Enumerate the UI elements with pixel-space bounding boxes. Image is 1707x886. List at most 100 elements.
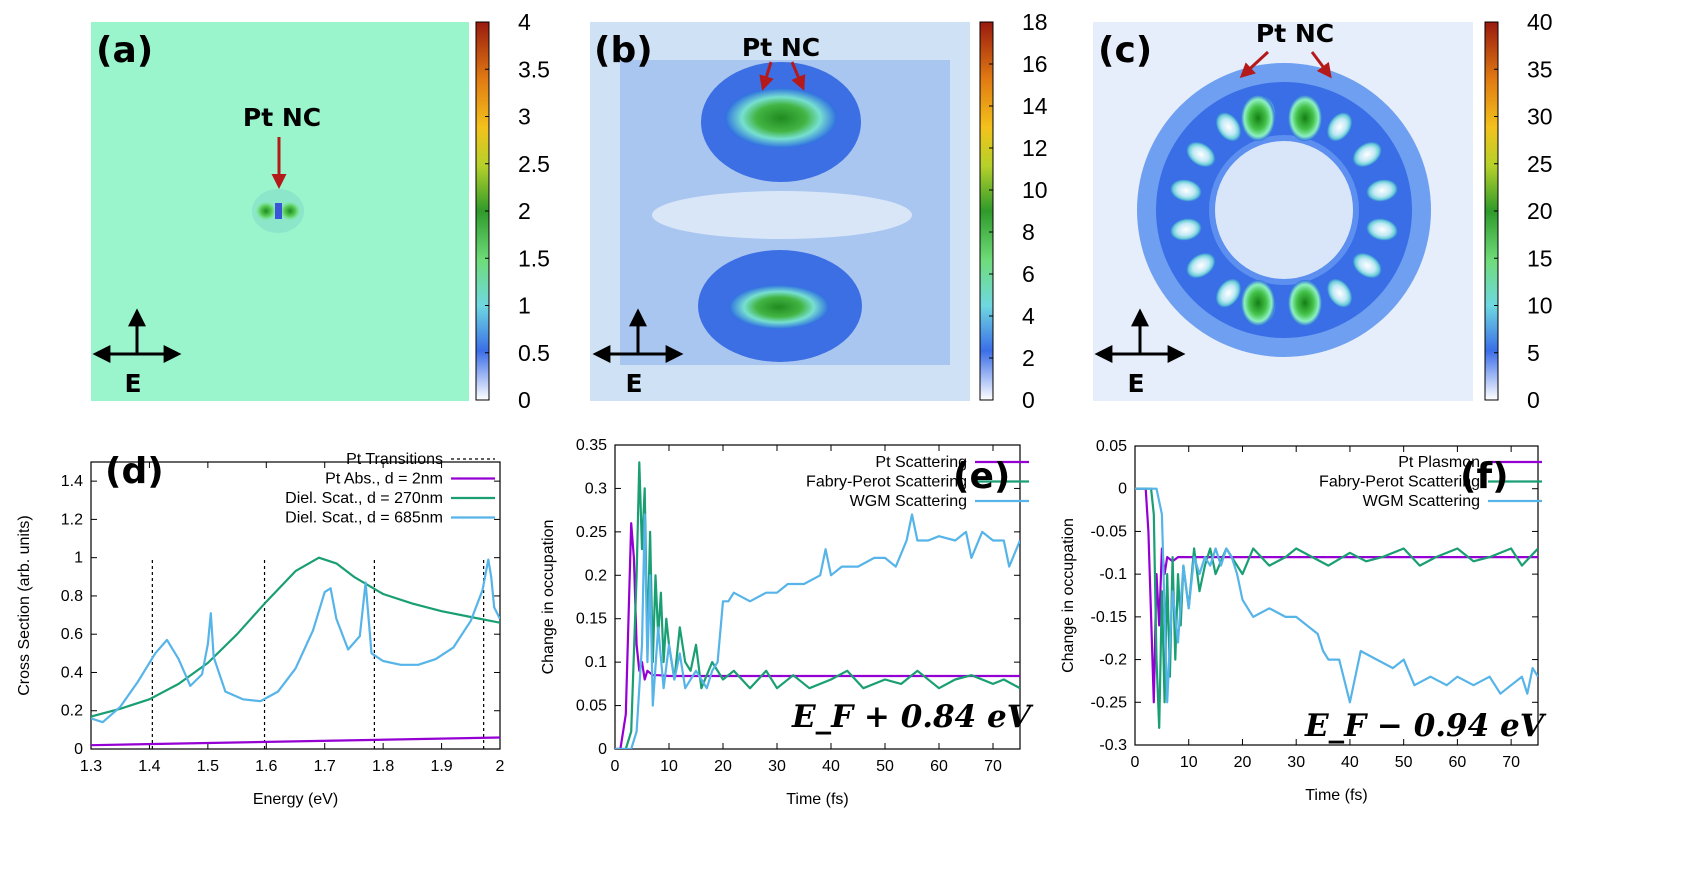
pt-nc-arrow-b-right [790, 61, 806, 91]
y-tick-label: 1 [74, 550, 83, 567]
pt-nc-arrow-b-left [759, 61, 774, 91]
colorbar-tick-label: 12 [1022, 135, 1048, 161]
series-line [91, 736, 500, 747]
map-a-dipole-lobe-right [278, 200, 302, 222]
colorbar-tick-label: 8 [1022, 219, 1035, 245]
legend-entry-label: WGM Scattering [1363, 493, 1480, 510]
x-tick-label: 40 [1341, 754, 1359, 771]
legend: Pt Scattering Fabry-Perot Scattering WGM S… [806, 454, 1029, 510]
plot-f: 0 10 20 30 40 50 60 70 -0.3 -0.25 -0.2 -0.15 -0.1 -0.… [1060, 438, 1547, 804]
y-tick-label: 0.3 [585, 480, 607, 497]
ring-cell [1352, 141, 1382, 168]
colorbar-tick-label: 2 [1022, 345, 1035, 371]
fermi-energy-annotation: E_F − 0.94 eV [1304, 708, 1547, 744]
ring-cell [1352, 252, 1382, 279]
map-c-ring-inner [1209, 135, 1359, 285]
colorbar-tick-label: 5 [1527, 340, 1540, 366]
y-tick-label: -0.15 [1091, 609, 1128, 626]
plot-frame [1134, 445, 1539, 746]
map-c-bottom-lobe-right [1288, 280, 1322, 326]
x-tick-label: 0 [611, 758, 620, 775]
colorbar-tick-label: 3 [518, 104, 531, 130]
y-tick-label: 0.2 [585, 567, 607, 584]
y-tick-label: 1.4 [61, 473, 83, 490]
y-tick-label: 0 [1118, 481, 1127, 498]
colorbar-tick-label: 16 [1022, 51, 1048, 77]
x-axis-label: Time (fs) [786, 791, 849, 808]
plot-frame [90, 461, 501, 750]
colorbar-tick-label: 25 [1527, 151, 1553, 177]
x-tick-label: 0 [1131, 754, 1140, 771]
ring-cell [1170, 179, 1202, 202]
x-tick-label: 1.5 [197, 758, 219, 775]
colorbar-ticks-b: 18 16 14 12 10 8 6 4 2 0 [989, 9, 1048, 413]
colorbar-tick-label: 0.5 [518, 340, 550, 366]
y-tick-label: -0.1 [1099, 566, 1127, 583]
map-c-top-lobe-right [1288, 95, 1322, 141]
colorbar-tick-label: 0 [1022, 387, 1035, 413]
ring-cell [1215, 278, 1242, 308]
colorbar-tick-label: 2.5 [518, 151, 550, 177]
x-tick-label: 20 [1234, 754, 1252, 771]
x-tick-label: 20 [714, 758, 732, 775]
y-axis-label: Cross Section (arb. units) [16, 515, 33, 696]
panel-label: (e) [953, 456, 1010, 497]
pt-nc-label-b: Pt NC [742, 33, 820, 62]
map-b-upper-lobe [725, 88, 837, 148]
field-map-c: (c) Pt NC E 40 35 30 25 20 15 10 5 0 [1093, 9, 1553, 413]
colorbar-tick-label: 6 [1022, 261, 1035, 287]
series-line [615, 513, 1020, 749]
panel-label-a: (a) [96, 30, 153, 71]
y-tick-label: -0.2 [1099, 652, 1127, 669]
ring-cell [1326, 112, 1353, 142]
plot-data [1135, 487, 1538, 730]
plot-frame [614, 444, 1021, 750]
colorbar-tick-label: 15 [1527, 245, 1553, 271]
x-tick-label: 1.3 [80, 758, 102, 775]
pt-nc-label-a: Pt NC [243, 103, 321, 132]
ring-cell [1215, 112, 1242, 142]
y-tick-label: 0.8 [61, 588, 83, 605]
field-map-b: (b) Pt NC E 18 16 14 12 10 8 6 4 2 0 [590, 9, 1048, 413]
colorbar-tick-label: 35 [1527, 56, 1553, 82]
colorbar-tick-label: 0 [518, 387, 531, 413]
x-tick-label: 10 [660, 758, 678, 775]
x-tick-label: 1.8 [372, 758, 394, 775]
colorbar-tick-label: 3.5 [518, 56, 550, 82]
colorbar-tick-label: 1 [518, 293, 531, 319]
x-tick-label: 1.4 [138, 758, 160, 775]
panel-label: (f) [1460, 456, 1509, 497]
y-tick-label: 0 [74, 741, 83, 758]
x-tick-label: 1.6 [255, 758, 277, 775]
map-b-center-band [652, 191, 912, 239]
plot-d: 1.3 1.4 1.5 1.6 1.7 1.8 1.9 2 0 0.2 0.4 0.6 0.8 1 1.2 1… [16, 451, 505, 808]
map-a-dipole-lobe-left [254, 200, 278, 222]
e-field-label-a: E [124, 369, 141, 398]
colorbar-tick-label: 20 [1527, 198, 1553, 224]
legend-entry-label: Pt Scattering [875, 454, 967, 471]
e-field-label-b: E [625, 369, 642, 398]
colorbar-tick-label: 10 [1527, 293, 1553, 319]
colorbar-ticks-a: 4 3.5 3 2.5 2 1.5 1 0.5 0 [485, 9, 550, 413]
y-tick-label: 0.4 [61, 664, 83, 681]
ring-cell [1366, 218, 1398, 241]
plot-e: 0 10 20 30 40 50 60 70 0 0.05 0.1 0.15 0.2 0.25 0.3 0.3… [540, 437, 1034, 808]
colorbar-tick-label: 10 [1022, 177, 1048, 203]
map-c-top-lobe-left [1241, 95, 1275, 141]
legend: Pt Plasmon Fabry-Perot Scattering WGM Scat… [1319, 454, 1542, 510]
colorbar-ticks-c: 40 35 30 25 20 15 10 5 0 [1494, 9, 1553, 413]
colorbar-tick-label: 2 [518, 198, 531, 224]
x-axis-label: Energy (eV) [253, 791, 338, 808]
y-tick-label: 0.6 [61, 626, 83, 643]
pt-nc-arrow-c-right [1310, 51, 1332, 79]
y-tick-label: -0.3 [1099, 737, 1127, 754]
legend: Pt Transitions Pt Abs., d = 2nm Diel. Scat… [285, 451, 495, 527]
ring-cell [1186, 141, 1216, 168]
y-tick-label: 0.25 [576, 524, 607, 541]
y-tick-label: 0.1 [585, 654, 607, 671]
legend-entry-label: Pt Plasmon [1398, 454, 1480, 471]
x-tick-label: 2 [496, 758, 505, 775]
x-tick-label: 1.9 [430, 758, 452, 775]
colorbar-tick-label: 0 [1527, 387, 1540, 413]
